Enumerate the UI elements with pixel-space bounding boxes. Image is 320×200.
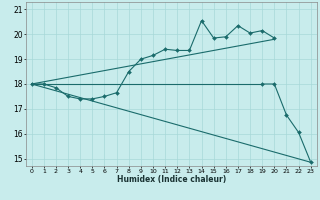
X-axis label: Humidex (Indice chaleur): Humidex (Indice chaleur): [116, 175, 226, 184]
